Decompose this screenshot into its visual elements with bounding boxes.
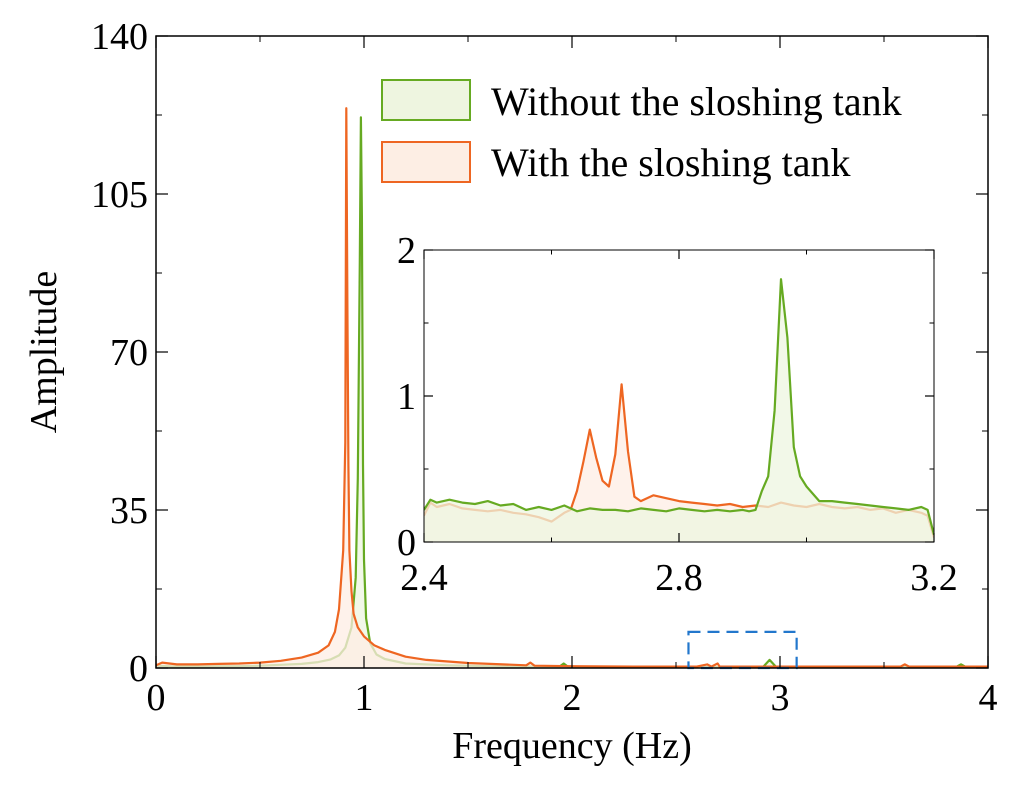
inset-background bbox=[424, 250, 934, 542]
main-tick-marks bbox=[155, 35, 989, 669]
x-tick-label: 2 bbox=[563, 677, 582, 719]
x-tick-label: 2.4 bbox=[400, 557, 448, 599]
legend-label-without-tank: Without the sloshing tank bbox=[491, 79, 902, 124]
inset-series-without-tank-area bbox=[424, 279, 934, 542]
y-tick-label: 140 bbox=[91, 16, 148, 58]
y-tick-label: 35 bbox=[110, 490, 148, 532]
inset-plot: 2.4 2.8 3.2 0 1 2 bbox=[397, 230, 958, 599]
inset-series-without-tank-line bbox=[424, 278, 934, 535]
main-plot: 0 1 2 3 4 0 35 70 105 140 Frequency (Hz) Amplitu… bbox=[23, 16, 998, 767]
x-tick-label: 1 bbox=[355, 677, 374, 719]
legend-swatch-with-tank bbox=[381, 141, 471, 183]
x-tick-label: 3.2 bbox=[910, 557, 958, 599]
inset-y-tick-labels: 0 1 2 bbox=[397, 230, 416, 564]
y-tick-label: 2 bbox=[397, 230, 416, 272]
main-series-group bbox=[156, 107, 988, 668]
legend: Without the sloshing tank With the slosh… bbox=[381, 79, 902, 185]
y-tick-label: 0 bbox=[129, 648, 148, 690]
series-with-tank-line bbox=[156, 107, 988, 668]
y-tick-label: 70 bbox=[110, 332, 148, 374]
inset-series-group bbox=[424, 278, 934, 542]
x-tick-label: 3 bbox=[771, 677, 790, 719]
legend-swatch-without-tank bbox=[381, 79, 471, 121]
y-tick-label: 0 bbox=[397, 522, 416, 564]
x-axis-title: Frequency (Hz) bbox=[452, 725, 692, 767]
y-tick-label: 1 bbox=[397, 376, 416, 418]
x-tick-label: 4 bbox=[979, 677, 998, 719]
legend-label-with-tank: With the sloshing tank bbox=[491, 140, 850, 185]
x-tick-label: 0 bbox=[147, 677, 166, 719]
y-axis-title: Amplitude bbox=[23, 271, 65, 434]
y-tick-label: 105 bbox=[91, 174, 148, 216]
main-y-tick-labels: 0 35 70 105 140 bbox=[91, 16, 148, 690]
inset-tick-marks bbox=[423, 249, 935, 543]
x-tick-label: 2.8 bbox=[655, 557, 703, 599]
main-x-tick-labels: 0 1 2 3 4 bbox=[147, 677, 998, 719]
inset-x-tick-labels: 2.4 2.8 3.2 bbox=[400, 557, 958, 599]
